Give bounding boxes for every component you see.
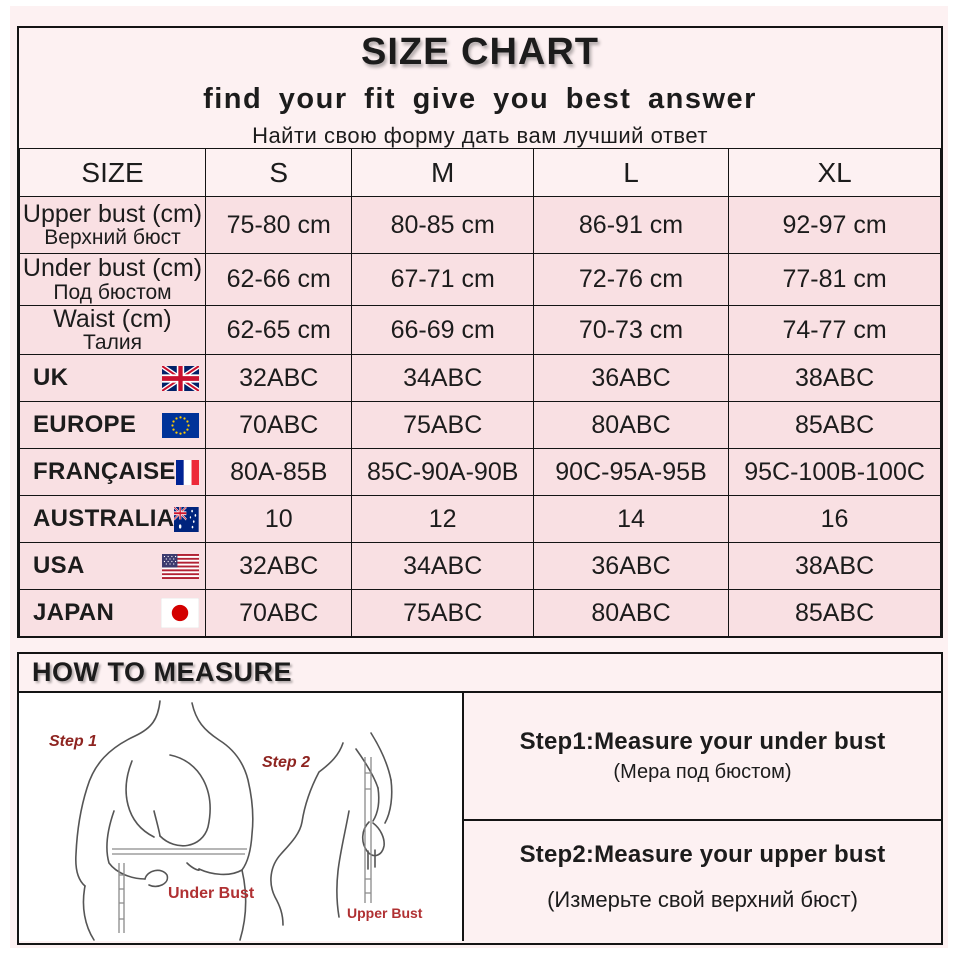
- page-subtitle: find your fit give you best answer: [203, 83, 757, 115]
- row-label: Waist (cm): [53, 305, 172, 333]
- table-row-under-bust: Under bust (cm) Под бюстом 62-66 cm 67-7…: [18, 253, 941, 306]
- cell-value: 62-65 cm: [205, 304, 353, 356]
- table-row-upper-bust: Upper bust (cm) Верхний бюст 75-80 cm 80…: [18, 196, 941, 254]
- table-row-europe: EUROPE 70ABC 75ABC: [18, 401, 941, 450]
- col-header-xl: XL: [728, 148, 941, 197]
- upper-bust-label: Upper Bust: [347, 905, 423, 921]
- region-label: UK: [33, 364, 69, 392]
- under-bust-label: Under Bust: [168, 885, 255, 902]
- table-row-uk: UK 32ABC 34ABC 36ABC 38ABC: [18, 354, 941, 403]
- cell-value: 70ABC: [205, 401, 353, 450]
- cell-value: 77-81 cm: [728, 253, 941, 306]
- cell-value: 36ABC: [532, 354, 730, 403]
- size-chart-box: SIZE CHART find your fit give you best a…: [17, 26, 943, 638]
- cell-value: 86-91 cm: [532, 196, 730, 254]
- measure-diagram: Step 1 Step 2 Under Bust Upper Bust: [19, 693, 464, 941]
- step1-text: Step1:Measure your under bust: [519, 728, 886, 755]
- page-title: SIZE CHART: [361, 31, 599, 73]
- table-row-france: FRANÇAISE 80A-85B 85C-90A-90B 90C-95A-95…: [18, 448, 941, 497]
- how-to-measure-box: HOW TO MEASURE: [17, 652, 943, 945]
- col-header-size: SIZE: [18, 148, 207, 197]
- cell-value: 72-76 cm: [532, 253, 730, 306]
- step2-text-russian: (Измерьте свой верхний бюст): [547, 887, 858, 912]
- cell-value: 80A-85B: [205, 448, 353, 497]
- step1-text-russian: (Мера под бюстом): [613, 761, 792, 783]
- row-label-russian: Под бюстом: [53, 280, 172, 304]
- cell-value: 74-77 cm: [728, 304, 941, 356]
- col-header-l: L: [532, 148, 730, 197]
- region-label: JAPAN: [33, 599, 115, 627]
- cell-value: 16: [728, 495, 941, 544]
- cell-value: 34ABC: [351, 542, 534, 591]
- cell-value: 66-69 cm: [351, 304, 534, 356]
- table-header-row: SIZE S M L XL: [18, 148, 941, 197]
- cell-value: 95C-100B-100C: [728, 448, 941, 497]
- cell-value: 90C-95A-95B: [532, 448, 730, 497]
- cell-value: 36ABC: [532, 542, 730, 591]
- row-label-russian: Верхний бюст: [44, 226, 181, 250]
- france-flag-icon: [175, 459, 200, 485]
- cell-value: 12: [351, 495, 534, 544]
- cell-value: 80ABC: [532, 589, 730, 638]
- cell-value: 85ABC: [728, 401, 941, 450]
- table-row-waist: Waist (cm) Талия 62-65 cm 66-69 cm 70-73…: [18, 304, 941, 356]
- cell-value: 38ABC: [728, 542, 941, 591]
- japan-flag-icon: [161, 598, 200, 629]
- cell-value: 80ABC: [532, 401, 730, 450]
- page-subtitle-russian: Найти свою форму дать вам лучший ответ: [252, 123, 708, 148]
- region-label: FRANÇAISE: [33, 458, 176, 486]
- title-block: SIZE CHART find your fit give you best a…: [19, 28, 941, 148]
- cell-value: 67-71 cm: [351, 253, 534, 306]
- step2-figure-label: Step 2: [262, 754, 311, 771]
- cell-value: 32ABC: [205, 354, 353, 403]
- cell-value: 85ABC: [728, 589, 941, 638]
- size-chart-page: SIZE CHART find your fit give you best a…: [10, 6, 948, 948]
- step1-figure-label: Step 1: [49, 733, 98, 750]
- region-label: EUROPE: [33, 411, 137, 439]
- col-header-m: M: [351, 148, 534, 197]
- cell-value: 80-85 cm: [351, 196, 534, 254]
- col-header-s: S: [205, 148, 353, 197]
- europe-flag-icon: [162, 412, 200, 438]
- measure-figures-illustration: [75, 700, 393, 941]
- cell-value: 38ABC: [728, 354, 941, 403]
- australia-flag-icon: [174, 506, 200, 532]
- size-table: SIZE S M L XL Upper bust (cm) Верхний бю…: [18, 148, 941, 638]
- step2-text: Step2:Measure your upper bust: [519, 841, 886, 868]
- row-label-russian: Талия: [83, 331, 142, 355]
- usa-flag-icon: [162, 553, 200, 579]
- how-to-measure-title: HOW TO MEASURE: [32, 657, 293, 687]
- cell-value: 70-73 cm: [532, 304, 730, 356]
- table-row-japan: JAPAN 70ABC 75ABC 80ABC 85ABC: [18, 589, 941, 638]
- cell-value: 75-80 cm: [205, 196, 353, 254]
- cell-value: 34ABC: [351, 354, 534, 403]
- row-label: Upper bust (cm): [22, 199, 203, 228]
- region-label: AUSTRALIA: [33, 505, 175, 533]
- cell-value: 70ABC: [205, 589, 353, 638]
- cell-value: 85C-90A-90B: [351, 448, 534, 497]
- cell-value: 10: [205, 495, 353, 544]
- cell-value: 32ABC: [205, 542, 353, 591]
- measure-steps: Step1:Measure your under bust (Мера под …: [464, 693, 941, 941]
- step2-instruction: Step2:Measure your upper bust (Измерьте …: [464, 821, 941, 941]
- cell-value: 62-66 cm: [205, 253, 353, 306]
- row-label: Under bust (cm): [22, 254, 203, 283]
- uk-flag-icon: [162, 365, 200, 391]
- table-row-australia: AUSTRALIA: [18, 495, 941, 544]
- cell-value: 75ABC: [351, 401, 534, 450]
- cell-value: 14: [532, 495, 730, 544]
- step1-instruction: Step1:Measure your under bust (Мера под …: [464, 693, 941, 821]
- cell-value: 75ABC: [351, 589, 534, 638]
- region-label: USA: [33, 552, 85, 580]
- table-row-usa: USA: [18, 542, 941, 591]
- cell-value: 92-97 cm: [728, 196, 941, 254]
